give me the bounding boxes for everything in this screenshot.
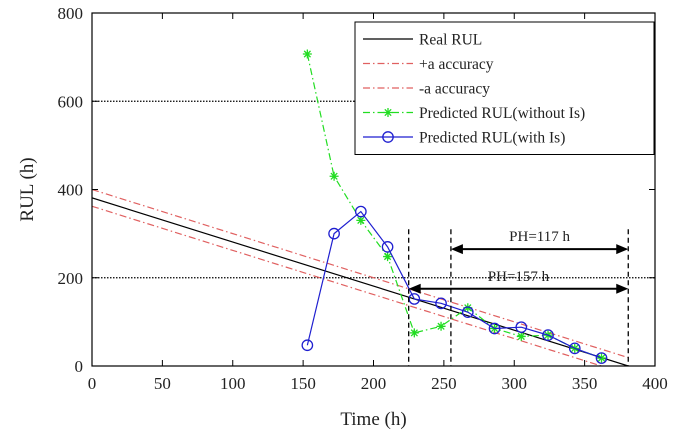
x-tick-label: 0 xyxy=(88,374,97,393)
x-tick-label: 300 xyxy=(502,374,528,393)
data-point xyxy=(515,321,528,334)
data-point xyxy=(435,297,447,310)
annotation-label: PH=117 h xyxy=(509,229,570,245)
data-point xyxy=(356,215,366,225)
x-tick-label: 350 xyxy=(572,374,598,393)
legend-box xyxy=(354,21,655,155)
y-tick-label: 0 xyxy=(75,357,84,376)
legend-marker-3 xyxy=(383,108,393,117)
data-point xyxy=(542,329,554,341)
x-tick-label: 400 xyxy=(642,374,668,393)
data-point xyxy=(463,303,473,313)
arrowhead-left xyxy=(408,283,421,294)
data-point xyxy=(383,252,393,262)
series-1 xyxy=(92,188,629,359)
annotation-label: PH=157 h xyxy=(488,269,550,285)
series-layer xyxy=(92,49,629,366)
y-axis-title: RUL (h) xyxy=(17,157,38,221)
arrowhead-right xyxy=(616,283,629,294)
y-tick-label: 400 xyxy=(58,181,84,200)
annotations-layer: PH=117 h PH=157 h xyxy=(408,229,629,366)
data-point xyxy=(328,227,340,240)
x-tick-label: 50 xyxy=(154,374,171,393)
y-tick-label: 200 xyxy=(58,269,84,288)
arrowhead-left xyxy=(450,244,463,255)
data-point xyxy=(488,322,501,335)
data-point xyxy=(354,205,367,218)
ticks-layer: 0 50 100 150 200 250 300 350 400 0 200 400 600 800 xyxy=(58,4,668,393)
x-tick-label: 250 xyxy=(431,374,457,393)
data-point xyxy=(302,49,312,59)
data-point xyxy=(568,342,581,355)
legend-label-0: Real RUL xyxy=(419,32,482,49)
data-point xyxy=(409,328,419,338)
data-point xyxy=(461,306,474,319)
series-line-2 xyxy=(92,205,604,366)
series-line-0 xyxy=(92,197,629,366)
data-point xyxy=(329,171,339,181)
series-line-1 xyxy=(92,188,629,359)
legend-marker-4 xyxy=(382,131,394,143)
data-point xyxy=(436,321,446,331)
legend-label-1: +a accuracy xyxy=(419,56,494,73)
legend-label-2: -a accuracy xyxy=(419,81,490,98)
y-tick-label: 800 xyxy=(58,4,84,23)
data-point xyxy=(301,339,314,352)
data-point xyxy=(516,331,526,341)
data-point xyxy=(381,241,394,253)
x-tick-label: 150 xyxy=(290,374,316,393)
legend-label-4: Predicted RUL(with Is) xyxy=(419,130,565,147)
series-2 xyxy=(92,205,604,366)
arrowhead-right xyxy=(616,244,629,255)
legend-label-3: Predicted RUL(without Is) xyxy=(419,105,585,122)
data-point xyxy=(595,352,608,364)
x-tick-label: 200 xyxy=(361,374,387,393)
x-tick-label: 100 xyxy=(220,374,246,393)
series-0 xyxy=(92,197,629,366)
y-tick-label: 600 xyxy=(58,92,84,111)
legend: Real RUL +a accuracy -a accuracy Predicted … xyxy=(354,21,655,155)
x-axis-title: Time (h) xyxy=(340,409,406,430)
